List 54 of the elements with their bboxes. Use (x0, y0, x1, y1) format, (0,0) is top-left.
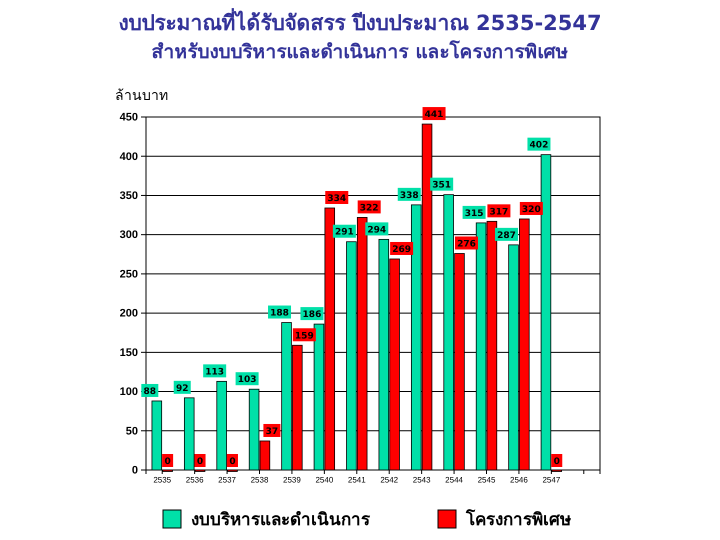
data-label: 320 (522, 204, 541, 215)
data-label: 294 (367, 225, 386, 236)
data-label: 276 (457, 239, 476, 250)
x-tick-label: 2538 (250, 476, 269, 485)
x-tick-label: 2547 (542, 476, 561, 485)
y-tick-label: 350 (120, 190, 138, 202)
y-tick-label: 50 (126, 425, 138, 438)
data-label: 103 (238, 375, 256, 386)
x-tick-label: 2545 (478, 476, 496, 485)
data-label: 159 (294, 331, 314, 342)
y-tick-label: 200 (120, 308, 138, 320)
data-label: 351 (432, 180, 452, 191)
x-tick-label: 2544 (445, 476, 464, 485)
x-tick-label: 2536 (186, 476, 204, 485)
data-label: 322 (360, 203, 379, 214)
data-label: 188 (270, 308, 289, 319)
x-tick-label: 2546 (510, 476, 528, 485)
y-tick-label: 250 (120, 268, 138, 280)
y-tick-label: 300 (120, 229, 138, 242)
data-label: 287 (497, 230, 516, 241)
data-label: 269 (392, 244, 412, 255)
data-label: 88 (144, 386, 156, 397)
x-tick-label: 2539 (283, 476, 302, 485)
data-label: 291 (334, 228, 354, 238)
x-tick-label: 2543 (412, 476, 432, 485)
data-label: 0 (554, 457, 560, 467)
x-tick-label: 2541 (348, 476, 366, 485)
data-label: 186 (302, 310, 322, 320)
data-label: 317 (490, 207, 508, 218)
data-label: 0 (164, 457, 171, 467)
data-label: 92 (176, 384, 189, 394)
data-label: 37 (266, 426, 278, 437)
y-tick-label: 400 (120, 150, 138, 163)
y-axis-title: ล้านบาท (115, 88, 168, 104)
x-tick-label: 2535 (153, 476, 172, 485)
data-label: 402 (530, 140, 548, 151)
data-label: 0 (229, 457, 236, 467)
x-tick-label: 2540 (315, 476, 334, 485)
data-label: 441 (424, 110, 444, 120)
y-tick-label: 150 (120, 346, 138, 359)
chart-subtitle: สำหรับงบบริหารและดำเนินการ และโครงการพิเศษ (152, 40, 568, 63)
data-label: 338 (400, 190, 419, 201)
y-tick-label: 0 (132, 464, 138, 477)
y-tick-label: 450 (120, 112, 138, 124)
chart-title: งบประมาณที่ได้รับจัดสรร ปีงบประมาณ 2535-2547 (118, 7, 602, 35)
y-tick-label: 100 (120, 386, 138, 398)
x-tick-label: 2537 (218, 476, 237, 485)
legend-label: โครงการพิเศษ (465, 509, 571, 530)
data-label: 334 (327, 194, 346, 204)
legend-label: งบบริหารและดำเนินการ (191, 510, 371, 530)
data-label: 113 (205, 367, 224, 378)
data-label: 315 (464, 208, 484, 219)
x-tick-label: 2542 (380, 476, 399, 485)
data-label: 0 (196, 457, 204, 467)
